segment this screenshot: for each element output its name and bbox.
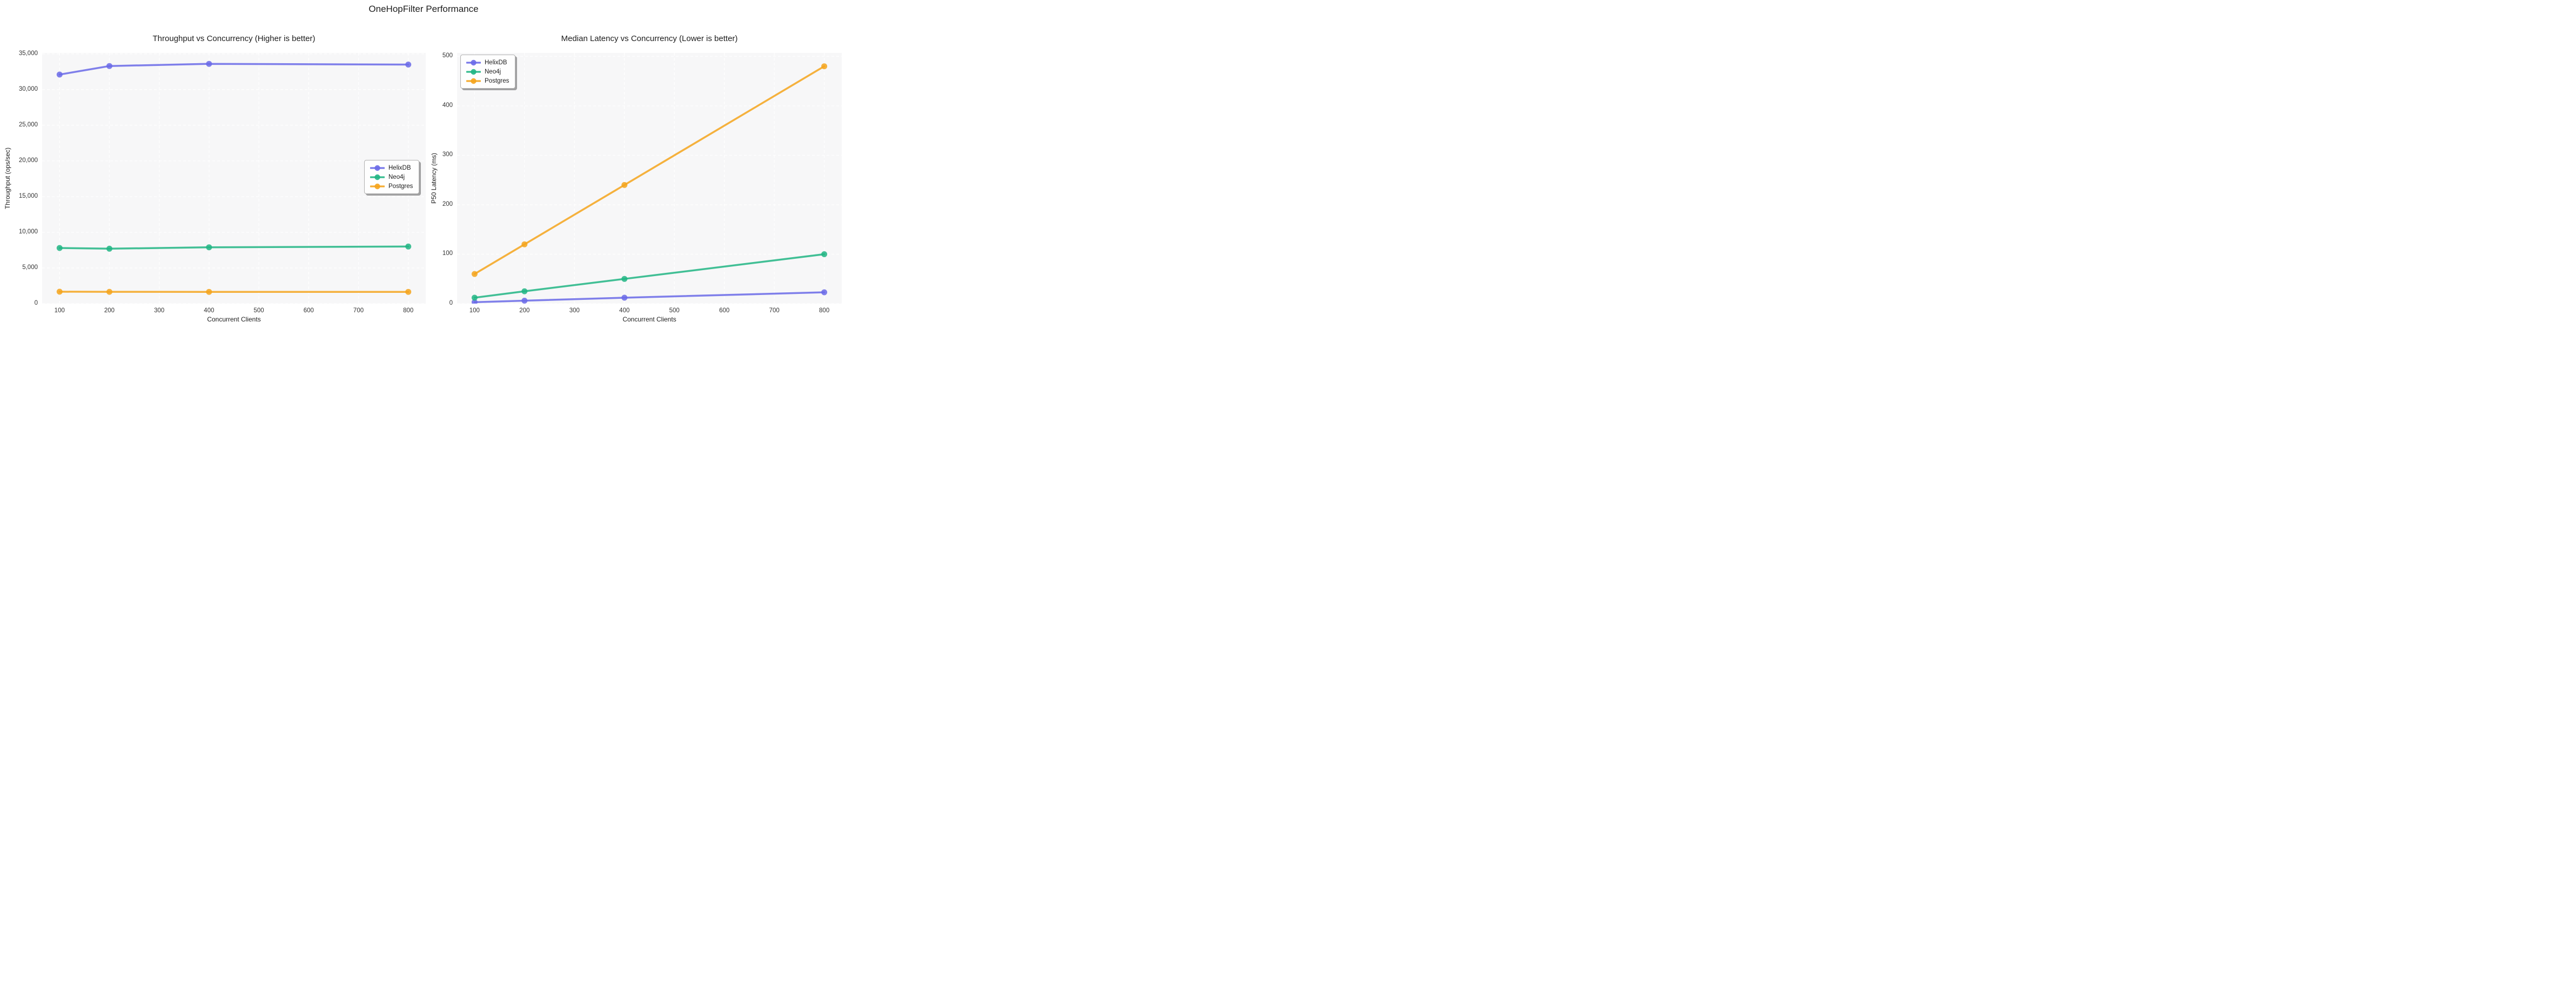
series-line-neo4j — [58, 245, 410, 250]
x-tick-label: 600 — [719, 307, 730, 314]
data-point-helixdb — [106, 63, 112, 69]
x-tick-label: 500 — [253, 307, 264, 314]
legend-item-helixdb: HelixDB — [462, 58, 514, 67]
helixdb-line-marker-icon — [370, 165, 385, 171]
y-tick-label: 35,000 — [18, 50, 38, 57]
legend-label: Postgres — [485, 77, 509, 84]
legend-item-neo4j: Neo4j — [462, 67, 514, 76]
legend-item-neo4j: Neo4j — [366, 172, 418, 182]
legend-item-helixdb: HelixDB — [366, 163, 418, 172]
y-tick-label: 300 — [442, 151, 453, 158]
series-line-neo4j — [473, 253, 826, 299]
y-axis-label-latency: P50 Latency (ms) — [430, 152, 438, 204]
data-point-helixdb — [471, 299, 478, 304]
plot-area-throughput — [42, 53, 426, 304]
y-tick-label: 15,000 — [18, 192, 38, 199]
x-tick-label: 400 — [204, 307, 214, 314]
data-point-postgres — [471, 271, 478, 277]
data-point-postgres — [106, 289, 112, 295]
throughput-line-chart — [42, 53, 426, 304]
data-point-postgres — [621, 182, 628, 188]
data-point-helixdb — [56, 71, 63, 78]
x-tick-label: 200 — [519, 307, 530, 314]
data-point-neo4j — [206, 244, 212, 251]
x-axis-label-latency: Concurrent Clients — [622, 316, 676, 323]
data-point-helixdb — [206, 61, 212, 67]
x-tick-label: 700 — [353, 307, 364, 314]
x-tick-label: 400 — [619, 307, 630, 314]
data-point-helixdb — [521, 298, 528, 304]
latency-line-chart — [457, 53, 842, 304]
data-point-neo4j — [821, 251, 828, 257]
data-point-postgres — [405, 289, 412, 295]
data-point-neo4j — [405, 243, 412, 250]
y-tick-label: 10,000 — [18, 228, 38, 235]
figure: OneHopFilter Performance Throughput vs C… — [0, 0, 847, 328]
x-tick-label: 300 — [569, 307, 580, 314]
data-point-postgres — [521, 241, 528, 247]
series-line-helixdb — [58, 63, 410, 76]
y-tick-label: 20,000 — [18, 157, 38, 164]
series-line-helixdb — [473, 291, 826, 304]
neo4j-line-marker-icon — [466, 69, 481, 75]
legend-label: HelixDB — [485, 59, 507, 66]
y-tick-label: 0 — [449, 300, 453, 306]
y-tick-label: 400 — [442, 102, 453, 109]
gridlines — [42, 53, 426, 304]
x-axis-label-throughput: Concurrent Clients — [207, 316, 261, 323]
data-point-postgres — [821, 63, 828, 70]
x-tick-label: 100 — [469, 307, 480, 314]
plot-area-latency — [457, 53, 842, 304]
x-tick-label: 800 — [403, 307, 414, 314]
y-tick-label: 0 — [34, 300, 38, 306]
legend-label: Neo4j — [485, 68, 501, 75]
x-tick-label: 600 — [303, 307, 314, 314]
data-point-neo4j — [106, 245, 112, 252]
helixdb-line-marker-icon — [466, 59, 481, 65]
data-point-postgres — [206, 289, 212, 295]
y-tick-label: 500 — [442, 52, 453, 59]
legend-latency: HelixDB Neo4j Postgres — [460, 55, 516, 89]
series-line-postgres — [473, 65, 826, 275]
legend-label: Neo4j — [388, 173, 405, 180]
gridlines — [457, 53, 842, 304]
data-point-neo4j — [521, 288, 528, 294]
chart-title-throughput: Throughput vs Concurrency (Higher is bet… — [152, 34, 316, 43]
data-point-helixdb — [821, 289, 828, 296]
x-tick-label: 200 — [104, 307, 115, 314]
legend-throughput: HelixDB Neo4j Postgres — [364, 160, 420, 194]
x-tick-label: 300 — [154, 307, 165, 314]
legend-item-postgres: Postgres — [462, 76, 514, 85]
main-title: OneHopFilter Performance — [368, 4, 479, 14]
data-point-helixdb — [405, 62, 412, 68]
chart-title-latency: Median Latency vs Concurrency (Lower is … — [561, 34, 738, 43]
neo4j-line-marker-icon — [370, 174, 385, 180]
data-point-neo4j — [56, 245, 63, 251]
y-tick-label: 5,000 — [22, 264, 38, 271]
data-point-neo4j — [471, 294, 478, 301]
y-tick-label: 200 — [442, 200, 453, 207]
y-tick-label: 100 — [442, 250, 453, 257]
legend-label: HelixDB — [388, 164, 411, 171]
y-tick-label: 25,000 — [18, 121, 38, 128]
postgres-line-marker-icon — [370, 183, 385, 189]
x-tick-label: 500 — [669, 307, 680, 314]
y-tick-label: 30,000 — [18, 85, 38, 92]
data-point-helixdb — [621, 294, 628, 301]
legend-label: Postgres — [388, 183, 413, 190]
x-tick-label: 800 — [819, 307, 830, 314]
x-tick-label: 700 — [769, 307, 780, 314]
data-point-neo4j — [621, 276, 628, 282]
x-tick-label: 100 — [54, 307, 65, 314]
postgres-line-marker-icon — [466, 78, 481, 84]
data-point-postgres — [56, 289, 63, 295]
legend-item-postgres: Postgres — [366, 182, 418, 191]
